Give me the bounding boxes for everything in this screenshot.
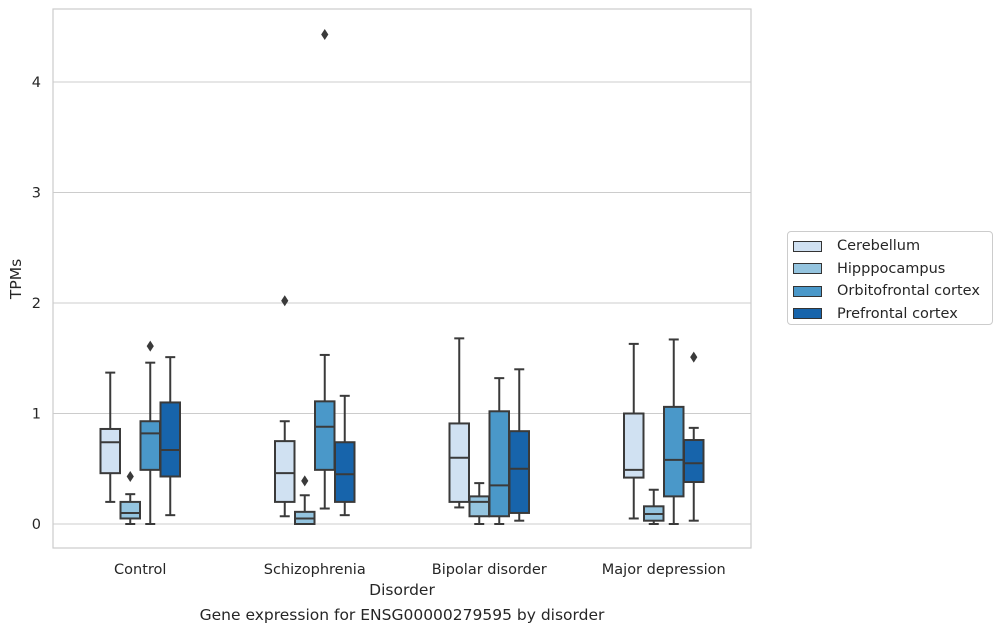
- box-body: [488, 410, 510, 518]
- box-prefrontal-cortex: [159, 356, 181, 517]
- box-body: [274, 440, 296, 503]
- chart-caption: Gene expression for ENSG00000279595 by d…: [199, 606, 605, 624]
- outlier-marker: [690, 351, 698, 363]
- box-body: [99, 427, 121, 475]
- box-hipppocampus: [119, 470, 141, 525]
- y-axis-tick-labels: 0 1 2 3 4: [32, 75, 41, 533]
- legend-item: Prefrontal cortex: [793, 303, 992, 326]
- box-orbitofrontal-cortex: [314, 28, 336, 510]
- y-axis-label: TPMs: [7, 259, 25, 300]
- box-prefrontal-cortex: [683, 351, 705, 522]
- legend-swatch: [793, 285, 822, 297]
- box-hipppocampus: [643, 488, 665, 525]
- legend-swatch: [793, 240, 822, 252]
- outlier-marker: [281, 295, 289, 307]
- x-axis-label: Disorder: [369, 581, 435, 599]
- box-body: [663, 405, 685, 498]
- x-tick-label: Schizophrenia: [264, 562, 366, 578]
- x-axis-tick-labels: Control Schizophrenia Bipolar disorder Majo…: [114, 562, 726, 578]
- x-tick-label: Major depression: [602, 562, 726, 578]
- box-cerebellum: [274, 295, 296, 518]
- box-body: [448, 422, 470, 503]
- legend-item: Hipppocampus: [793, 258, 992, 281]
- box-hipppocampus: [294, 475, 316, 526]
- box-body: [159, 401, 181, 478]
- legend-label: Orbitofrontal cortex: [837, 283, 980, 300]
- y-tick-label: 4: [32, 75, 41, 91]
- chart-legend: Cerebellum Hipppocampus Orbitofrontal cort…: [787, 231, 993, 325]
- box-cerebellum: [623, 342, 645, 520]
- y-tick-label: 1: [32, 407, 41, 423]
- legend-swatch: [793, 308, 822, 320]
- box-orbitofrontal-cortex: [663, 338, 685, 525]
- legend-swatch: [793, 263, 822, 275]
- box-hipppocampus: [468, 482, 490, 525]
- legend-label: Prefrontal cortex: [837, 305, 958, 322]
- y-tick-label: 2: [32, 296, 41, 312]
- y-tick-label: 0: [32, 517, 41, 533]
- box-prefrontal-cortex: [508, 368, 530, 522]
- outlier-marker: [146, 340, 154, 352]
- outlier-marker: [321, 28, 329, 40]
- legend-label: Hipppocampus: [837, 260, 946, 277]
- box-body: [119, 500, 141, 520]
- x-tick-label: Control: [114, 562, 166, 578]
- box-body: [468, 495, 490, 518]
- box-prefrontal-cortex: [334, 394, 356, 517]
- box-cerebellum: [99, 371, 121, 503]
- box-body: [334, 441, 356, 503]
- box-groups: [99, 28, 705, 526]
- box-body: [623, 412, 645, 479]
- legend-label: Cerebellum: [837, 238, 921, 255]
- box-body: [508, 430, 530, 514]
- box-cerebellum: [448, 337, 470, 509]
- box-body: [139, 420, 161, 471]
- box-body: [683, 439, 705, 484]
- x-tick-label: Bipolar disorder: [432, 562, 547, 578]
- y-tick-label: 3: [32, 186, 41, 202]
- box-orbitofrontal-cortex: [139, 340, 161, 525]
- box-body: [314, 400, 336, 471]
- outlier-marker: [301, 475, 309, 487]
- legend-item: Orbitofrontal cortex: [793, 280, 992, 303]
- plot-area-frame: [52, 8, 752, 549]
- legend-item: Cerebellum: [793, 235, 992, 258]
- box-orbitofrontal-cortex: [488, 377, 510, 525]
- outlier-marker: [126, 470, 134, 482]
